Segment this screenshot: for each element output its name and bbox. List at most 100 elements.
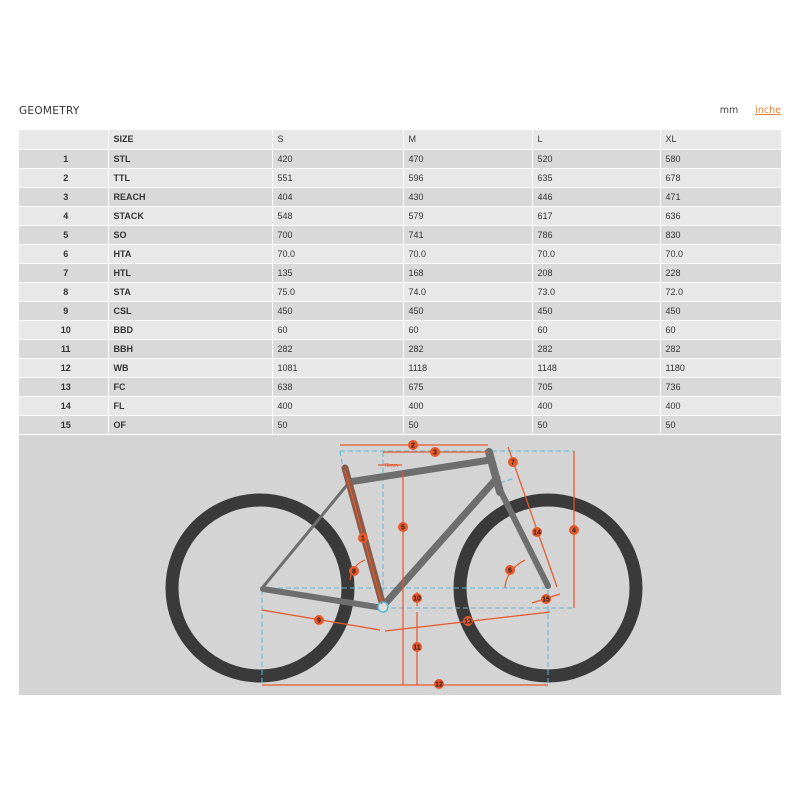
table-cell: 73.0 bbox=[531, 282, 660, 302]
table-row: 13 FC 638 675 705 736 bbox=[19, 377, 781, 397]
table-cell: 15 bbox=[19, 415, 108, 435]
table-cell: 282 bbox=[271, 339, 403, 359]
unit-toggle: mm inche bbox=[720, 105, 781, 116]
table-row: 7 HTL 135 168 208 228 bbox=[19, 263, 781, 283]
table-cell: 638 bbox=[271, 377, 403, 397]
table-row: 15 OF 50 50 50 50 bbox=[19, 415, 781, 435]
table-cell: 6 bbox=[19, 244, 108, 264]
table-cell: 551 bbox=[271, 168, 403, 188]
marker-label: 13 bbox=[464, 619, 472, 626]
marker-circle bbox=[349, 566, 359, 576]
table-row: 4 STACK 548 579 617 636 bbox=[19, 206, 781, 226]
table-cell: 60 bbox=[531, 320, 660, 340]
marker-label: 10 bbox=[413, 596, 421, 603]
table-cell: 75.0 bbox=[271, 282, 403, 302]
table-cell: 1180 bbox=[659, 358, 781, 378]
table-cell: 420 bbox=[271, 149, 403, 169]
table-cell: 404 bbox=[271, 187, 403, 207]
marker-label: 2 bbox=[411, 443, 415, 450]
marker-circle bbox=[463, 616, 473, 626]
table-row: 10 BBD 60 60 60 60 bbox=[19, 320, 781, 340]
table-cell: 60 bbox=[402, 320, 532, 340]
column-header bbox=[19, 130, 108, 150]
table-cell: SO bbox=[107, 225, 272, 245]
geometry-table: SIZE S M L XL 1 STL 420 470 520 580 2 TTL 551 596 635 67… bbox=[19, 130, 781, 435]
table-cell: 282 bbox=[531, 339, 660, 359]
table-cell: FC bbox=[107, 377, 272, 397]
marker-circle bbox=[434, 679, 444, 689]
table-cell: 580 bbox=[659, 149, 781, 169]
table-cell: TTL bbox=[107, 168, 272, 188]
table-cell: 228 bbox=[659, 263, 781, 283]
table-cell: 470 bbox=[402, 149, 532, 169]
column-header: SIZE bbox=[107, 130, 272, 150]
table-cell: 50 bbox=[271, 415, 403, 435]
table-row: 8 STA 75.0 74.0 73.0 72.0 bbox=[19, 282, 781, 302]
table-row: 11 BBH 282 282 282 282 bbox=[19, 339, 781, 359]
table-cell: HTL bbox=[107, 263, 272, 283]
table-cell: 635 bbox=[531, 168, 660, 188]
table-cell: 50 bbox=[531, 415, 660, 435]
column-header: M bbox=[402, 130, 532, 150]
table-cell: 400 bbox=[402, 396, 532, 416]
marker-label: 11 bbox=[413, 645, 421, 652]
table-cell: 74.0 bbox=[402, 282, 532, 302]
unit-inches-link[interactable]: inche bbox=[755, 105, 781, 116]
table-cell: 72.0 bbox=[659, 282, 781, 302]
table-cell: BBH bbox=[107, 339, 272, 359]
table-cell: 596 bbox=[402, 168, 532, 188]
table-cell: 450 bbox=[402, 301, 532, 321]
marker-circle bbox=[398, 522, 408, 532]
table-cell: 2 bbox=[19, 168, 108, 188]
table-cell: REACH bbox=[107, 187, 272, 207]
table-cell: 282 bbox=[659, 339, 781, 359]
geometry-diagram: 1 2 3 4 5 6 7 8 9 10 11 12 13 14 15 70mm bbox=[19, 435, 781, 695]
table-cell: 70.0 bbox=[659, 244, 781, 264]
page-title: GEOMETRY bbox=[19, 105, 80, 117]
table-cell: 60 bbox=[271, 320, 403, 340]
table-cell: 617 bbox=[531, 206, 660, 226]
marker-label: 8 bbox=[352, 569, 356, 576]
table-cell: 3 bbox=[19, 187, 108, 207]
seat-stay bbox=[261, 483, 349, 589]
table-row: 2 TTL 551 596 635 678 bbox=[19, 168, 781, 188]
table-cell: 10 bbox=[19, 320, 108, 340]
table-cell: 446 bbox=[531, 187, 660, 207]
table-cell: 1 bbox=[19, 149, 108, 169]
marker-label: 3 bbox=[433, 450, 437, 457]
table-cell: 7 bbox=[19, 263, 108, 283]
table-cell: 400 bbox=[271, 396, 403, 416]
table-cell: 636 bbox=[659, 206, 781, 226]
table-cell: 4 bbox=[19, 206, 108, 226]
front-wheel bbox=[453, 493, 643, 683]
table-cell: 450 bbox=[531, 301, 660, 321]
table-cell: 12 bbox=[19, 358, 108, 378]
table-cell: 450 bbox=[659, 301, 781, 321]
table-cell: 50 bbox=[402, 415, 532, 435]
offset-label: 70mm bbox=[384, 463, 398, 469]
marker-circle bbox=[508, 457, 518, 467]
table-cell: 786 bbox=[531, 225, 660, 245]
table-cell: 400 bbox=[531, 396, 660, 416]
table-row: 5 SO 700 741 786 830 bbox=[19, 225, 781, 245]
unit-mm[interactable]: mm bbox=[719, 105, 739, 116]
table-row: 6 HTA 70.0 70.0 70.0 70.0 bbox=[19, 244, 781, 264]
table-cell: 282 bbox=[402, 339, 532, 359]
table-cell: 430 bbox=[402, 187, 532, 207]
table-cell: 736 bbox=[659, 377, 781, 397]
table-cell: 208 bbox=[531, 263, 660, 283]
column-header: L bbox=[531, 130, 660, 150]
table-cell: HTA bbox=[107, 244, 272, 264]
table-cell: 70.0 bbox=[271, 244, 403, 264]
column-header: S bbox=[271, 130, 403, 150]
table-cell: 1118 bbox=[402, 358, 532, 378]
marker-label: 4 bbox=[572, 528, 576, 535]
table-cell: STL bbox=[107, 149, 272, 169]
table-cell: 520 bbox=[531, 149, 660, 169]
table-row: 3 REACH 404 430 446 471 bbox=[19, 187, 781, 207]
table-cell: 678 bbox=[659, 168, 781, 188]
marker-label: 12 bbox=[435, 682, 443, 689]
column-header: XL bbox=[659, 130, 781, 150]
table-cell: 700 bbox=[271, 225, 403, 245]
